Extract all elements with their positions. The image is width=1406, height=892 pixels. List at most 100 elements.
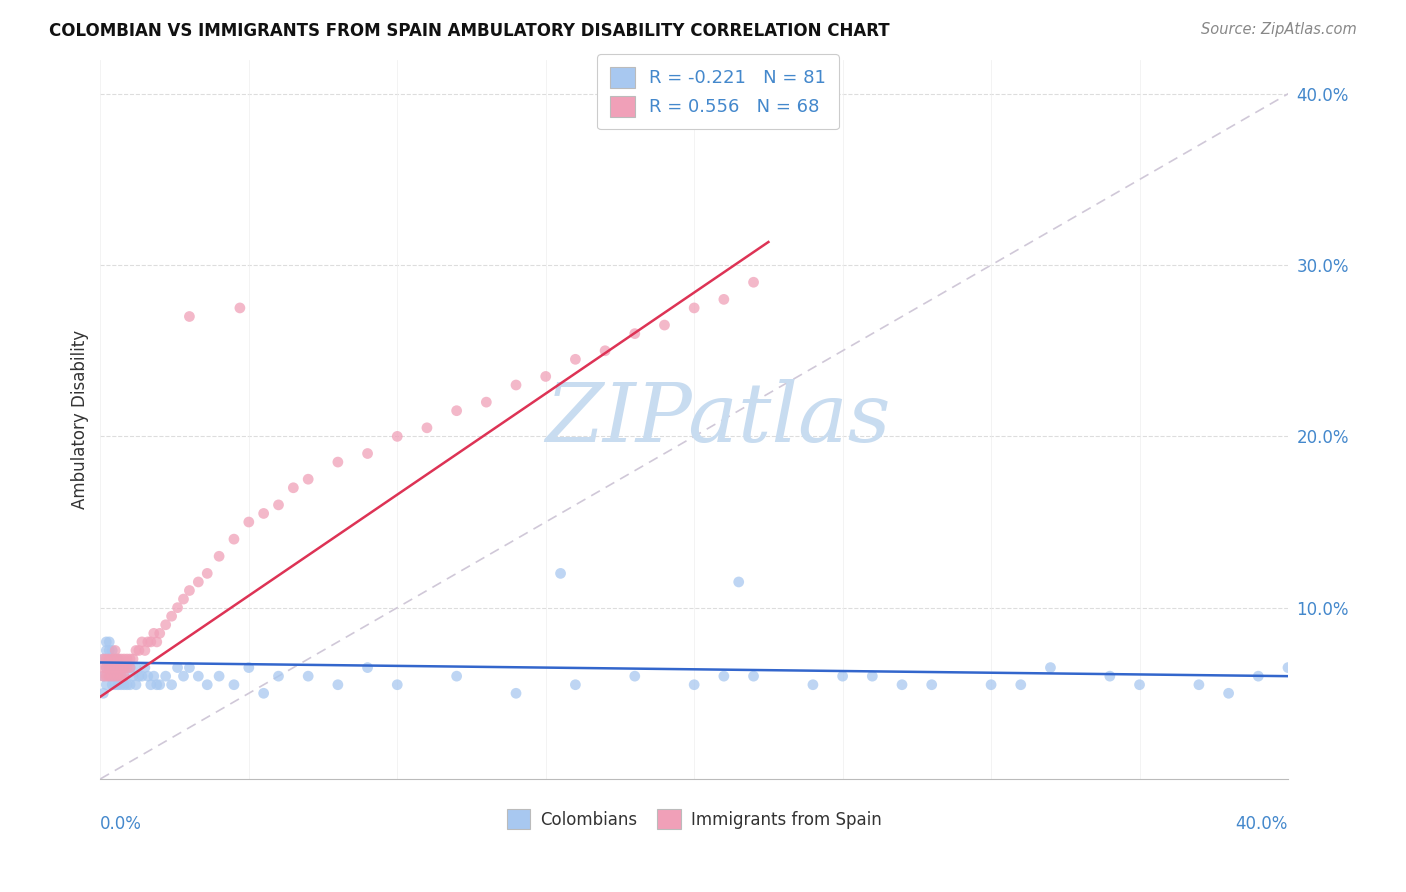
Point bbox=[222, 532, 245, 546]
Point bbox=[122, 669, 145, 683]
Point bbox=[831, 669, 853, 683]
Point bbox=[128, 669, 150, 683]
Point bbox=[475, 395, 498, 409]
Point bbox=[104, 660, 127, 674]
Point bbox=[149, 678, 172, 692]
Point bbox=[110, 660, 132, 674]
Point bbox=[139, 678, 162, 692]
Point bbox=[446, 669, 468, 683]
Point bbox=[166, 600, 188, 615]
Point bbox=[96, 660, 118, 674]
Point bbox=[550, 566, 572, 581]
Point bbox=[115, 660, 138, 674]
Point bbox=[104, 652, 127, 666]
Point bbox=[267, 498, 290, 512]
Point bbox=[1218, 686, 1240, 700]
Point bbox=[142, 626, 165, 640]
Point bbox=[229, 301, 252, 315]
Point bbox=[104, 660, 127, 674]
Point bbox=[98, 660, 121, 674]
Point bbox=[387, 678, 409, 692]
Point bbox=[208, 549, 231, 564]
Point bbox=[118, 652, 141, 666]
Point bbox=[112, 669, 135, 683]
Point bbox=[1010, 678, 1032, 692]
Point bbox=[187, 669, 209, 683]
Point bbox=[179, 660, 201, 674]
Point bbox=[98, 635, 121, 649]
Point bbox=[1128, 678, 1150, 692]
Point bbox=[98, 669, 121, 683]
Point bbox=[238, 515, 260, 529]
Point bbox=[115, 652, 138, 666]
Point bbox=[891, 678, 914, 692]
Point bbox=[142, 669, 165, 683]
Point bbox=[96, 635, 118, 649]
Point bbox=[104, 652, 127, 666]
Point bbox=[107, 652, 129, 666]
Point bbox=[110, 669, 132, 683]
Point bbox=[267, 669, 290, 683]
Point bbox=[160, 609, 183, 624]
Point bbox=[107, 652, 129, 666]
Point bbox=[173, 592, 195, 607]
Point bbox=[1247, 669, 1270, 683]
Point bbox=[187, 574, 209, 589]
Point bbox=[104, 669, 127, 683]
Point bbox=[125, 660, 148, 674]
Point bbox=[96, 660, 118, 674]
Point bbox=[253, 686, 276, 700]
Point bbox=[654, 318, 676, 332]
Point bbox=[623, 669, 645, 683]
Point bbox=[98, 669, 121, 683]
Point bbox=[128, 643, 150, 657]
Point bbox=[155, 617, 177, 632]
Point bbox=[98, 652, 121, 666]
Point bbox=[118, 660, 141, 674]
Point bbox=[125, 643, 148, 657]
Point bbox=[742, 669, 765, 683]
Point bbox=[860, 669, 883, 683]
Point bbox=[101, 660, 124, 674]
Point bbox=[145, 678, 167, 692]
Point bbox=[101, 652, 124, 666]
Point bbox=[98, 652, 121, 666]
Point bbox=[195, 678, 218, 692]
Point bbox=[683, 301, 706, 315]
Point bbox=[801, 678, 824, 692]
Point bbox=[101, 643, 124, 657]
Point bbox=[101, 669, 124, 683]
Point bbox=[297, 669, 319, 683]
Point bbox=[131, 669, 153, 683]
Point bbox=[139, 635, 162, 649]
Point bbox=[326, 678, 349, 692]
Point bbox=[112, 678, 135, 692]
Point bbox=[104, 678, 127, 692]
Point bbox=[921, 678, 943, 692]
Point bbox=[104, 643, 127, 657]
Point bbox=[1188, 678, 1211, 692]
Point bbox=[160, 678, 183, 692]
Point bbox=[980, 678, 1002, 692]
Point bbox=[564, 678, 586, 692]
Point bbox=[118, 678, 141, 692]
Point bbox=[101, 669, 124, 683]
Point bbox=[683, 678, 706, 692]
Point bbox=[96, 652, 118, 666]
Point bbox=[166, 660, 188, 674]
Point bbox=[104, 669, 127, 683]
Point bbox=[713, 669, 735, 683]
Point bbox=[727, 574, 749, 589]
Point bbox=[101, 678, 124, 692]
Point bbox=[356, 446, 378, 460]
Point bbox=[115, 678, 138, 692]
Point bbox=[564, 352, 586, 367]
Point bbox=[91, 686, 114, 700]
Point bbox=[238, 660, 260, 674]
Point bbox=[107, 669, 129, 683]
Point bbox=[110, 660, 132, 674]
Point bbox=[96, 643, 118, 657]
Point bbox=[101, 652, 124, 666]
Point bbox=[446, 403, 468, 417]
Point bbox=[131, 635, 153, 649]
